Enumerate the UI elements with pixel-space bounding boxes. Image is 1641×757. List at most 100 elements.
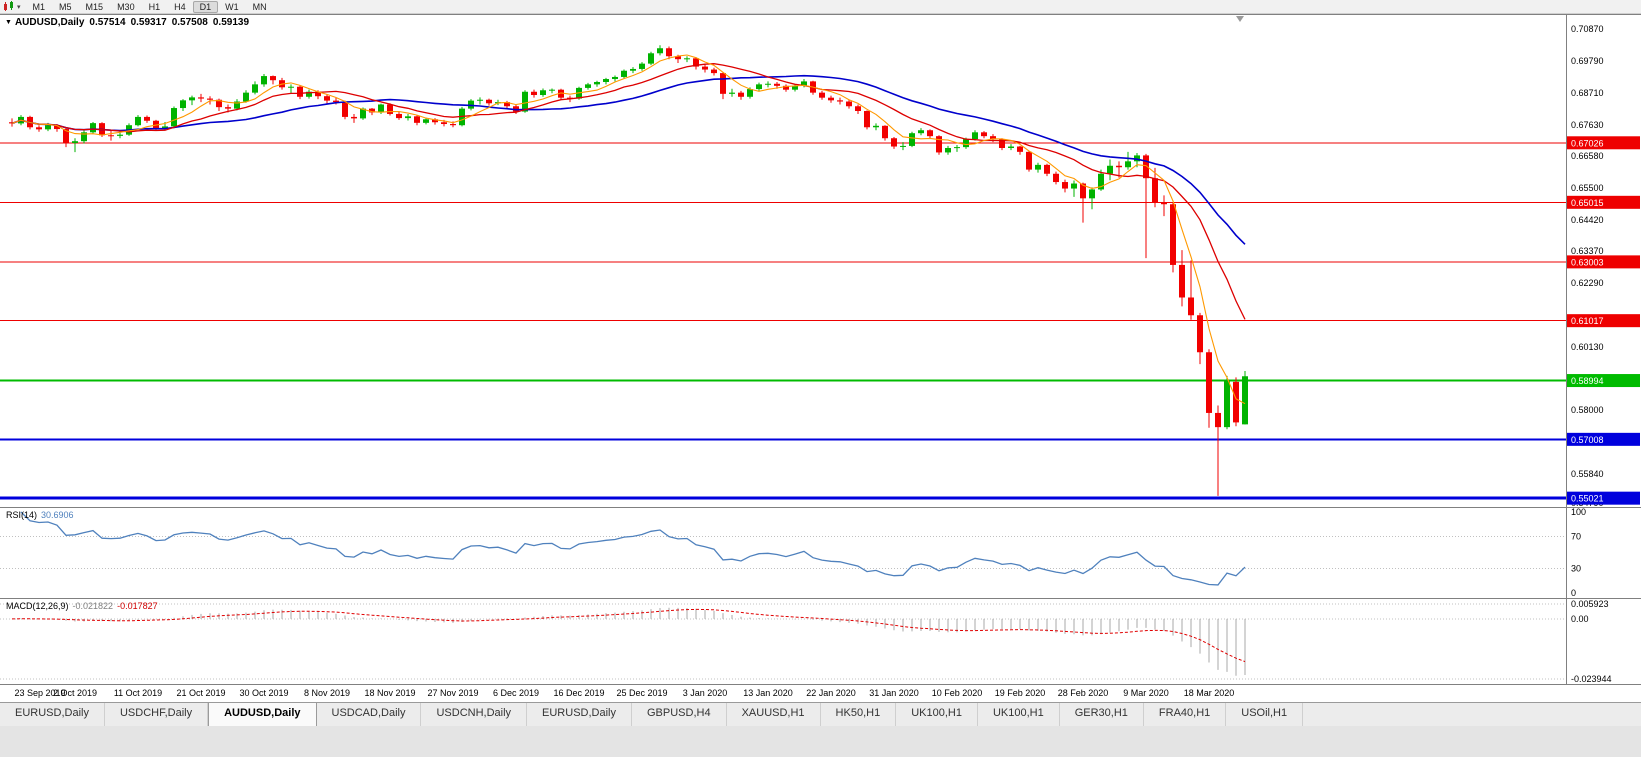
svg-text:0.63370: 0.63370 — [1571, 246, 1604, 256]
period-button-mn[interactable]: MN — [252, 1, 267, 12]
svg-text:0.70870: 0.70870 — [1571, 24, 1604, 34]
low-value: 0.57508 — [171, 17, 208, 28]
svg-text:10 Feb 2020: 10 Feb 2020 — [932, 688, 983, 698]
rsi-value: 30.6906 — [41, 510, 74, 520]
close-value: 0.59139 — [212, 17, 250, 28]
dropdown-arrow-icon[interactable]: ▾ — [17, 3, 21, 11]
svg-text:30 Oct 2019: 30 Oct 2019 — [239, 688, 288, 698]
svg-text:0.00: 0.00 — [1571, 614, 1589, 624]
tab-usdcad-daily-3[interactable]: USDCAD,Daily — [316, 703, 422, 726]
svg-text:18 Nov 2019: 18 Nov 2019 — [364, 688, 415, 698]
svg-text:22 Jan 2020: 22 Jan 2020 — [806, 688, 856, 698]
svg-text:19 Feb 2020: 19 Feb 2020 — [995, 688, 1046, 698]
svg-text:70: 70 — [1571, 531, 1581, 541]
tab-xauusd-h1-7[interactable]: XAUUSD,H1 — [726, 703, 821, 726]
macd-main-value: -0.021822 — [72, 601, 114, 611]
price-axis-background — [1567, 14, 1641, 702]
svg-text:0.63003: 0.63003 — [1571, 257, 1604, 267]
period-button-h1[interactable]: H1 — [148, 1, 161, 12]
tab-eurusd-daily-5[interactable]: EURUSD,Daily — [527, 703, 632, 726]
rsi-line — [20, 511, 1246, 586]
macd-title: MACD(12,26,9) — [6, 601, 69, 611]
svg-text:100: 100 — [1571, 507, 1586, 517]
period-buttons: M1 M5 M15 M30 H1 H4 D1 W1 MN — [26, 0, 274, 13]
hline-price-label-0.65015[interactable]: 0.65015 — [1567, 195, 1640, 209]
svg-text:23 Sep 2019: 23 Sep 2019 — [14, 688, 65, 698]
svg-text:11 Oct 2019: 11 Oct 2019 — [114, 688, 162, 698]
svg-text:28 Feb 2020: 28 Feb 2020 — [1058, 688, 1109, 698]
svg-text:0.61017: 0.61017 — [1571, 316, 1604, 326]
svg-text:0.55840: 0.55840 — [1571, 469, 1604, 479]
svg-text:0: 0 — [1571, 588, 1576, 598]
period-button-m5[interactable]: M5 — [59, 1, 72, 12]
chart-background — [0, 14, 1641, 702]
svg-text:0.65015: 0.65015 — [1571, 198, 1604, 208]
macd-pane: 0.005923 0.00 -0.023944 — [0, 599, 1612, 684]
svg-text:6 Dec 2019: 6 Dec 2019 — [493, 688, 539, 698]
tab-fra40-h1-12[interactable]: FRA40,H1 — [1143, 703, 1227, 726]
svg-text:3 Jan 2020: 3 Jan 2020 — [683, 688, 728, 698]
macd-signal-line — [11, 608, 1246, 663]
period-button-w1[interactable]: W1 — [225, 1, 239, 12]
chart-tabs-bar: EURUSD,Daily USDCHF,Daily AUDUSD,Daily USDC… — [0, 702, 1641, 726]
svg-text:0.55021: 0.55021 — [1571, 494, 1604, 504]
price-axis[interactable]: 0.70870 0.69790 0.68710 0.67630 0.66580 0.655… — [1571, 24, 1604, 508]
period-button-d1[interactable]: D1 — [192, 0, 219, 13]
chart-canvas[interactable]: 0.70870 0.69790 0.68710 0.67630 0.66580 0.655… — [0, 0, 1641, 702]
svg-text:9 Mar 2020: 9 Mar 2020 — [1123, 688, 1169, 698]
tab-hk50-h1-8[interactable]: HK50,H1 — [820, 703, 897, 726]
hline-price-label-0.63003[interactable]: 0.63003 — [1567, 255, 1640, 269]
candlestick-icon-glyph — [4, 1, 13, 11]
tab-gbpusd-h4-6[interactable]: GBPUSD,H4 — [632, 703, 727, 726]
period-button-m1[interactable]: M1 — [32, 1, 46, 12]
high-value: 0.59317 — [130, 17, 167, 28]
svg-text:0.67630: 0.67630 — [1571, 120, 1604, 130]
tab-usdchf-daily-1[interactable]: USDCHF,Daily — [104, 703, 209, 726]
chart-shift-marker[interactable] — [1236, 16, 1244, 22]
svg-text:25 Dec 2019: 25 Dec 2019 — [616, 688, 667, 698]
svg-text:0.60130: 0.60130 — [1571, 342, 1604, 352]
rsi-pane: 100 70 30 0 — [0, 507, 1586, 598]
macd-signal-value: -0.017827 — [117, 601, 158, 611]
ma-mid-line — [11, 63, 1246, 320]
chart-type-icon[interactable] — [3, 1, 15, 12]
svg-text:16 Dec 2019: 16 Dec 2019 — [553, 688, 604, 698]
ma-slow-line — [11, 74, 1246, 245]
svg-text:0.005923: 0.005923 — [1571, 599, 1609, 609]
svg-text:0.64420: 0.64420 — [1571, 215, 1604, 225]
svg-text:27 Nov 2019: 27 Nov 2019 — [427, 688, 478, 698]
chart-ohlc-header: ▼ AUDUSD,Daily 0.57514 0.59317 0.57508 0.5913… — [5, 17, 249, 28]
svg-text:31 Jan 2020: 31 Jan 2020 — [869, 688, 919, 698]
svg-text:0.57008: 0.57008 — [1571, 435, 1604, 445]
period-button-m30[interactable]: M30 — [117, 1, 135, 12]
tab-audusd-daily-2[interactable]: AUDUSD,Daily — [208, 703, 317, 726]
svg-text:21 Oct 2019: 21 Oct 2019 — [176, 688, 225, 698]
tab-usdcnh-daily-4[interactable]: USDCNH,Daily — [421, 703, 528, 726]
svg-text:13 Jan 2020: 13 Jan 2020 — [743, 688, 793, 698]
tab-uk100-h1-10[interactable]: UK100,H1 — [977, 703, 1060, 726]
tab-uk100-h1-9[interactable]: UK100,H1 — [896, 703, 978, 726]
tab-eurusd-daily-0[interactable]: EURUSD,Daily — [0, 703, 105, 726]
svg-text:0.62290: 0.62290 — [1571, 278, 1604, 288]
symbol-period-label: AUDUSD,Daily — [14, 17, 85, 28]
hline-price-label-0.58994[interactable]: 0.58994 — [1567, 374, 1640, 388]
svg-text:0.68710: 0.68710 — [1571, 88, 1604, 98]
tab-ger30-h1-11[interactable]: GER30,H1 — [1059, 703, 1144, 726]
timeframe-toolbar: ▾ M1 M5 M15 M30 H1 H4 D1 W1 MN — [0, 0, 1641, 14]
hline-price-label-0.61017[interactable]: 0.61017 — [1567, 314, 1640, 328]
svg-text:8 Nov 2019: 8 Nov 2019 — [304, 688, 350, 698]
tab-usoil-h1-13[interactable]: USOil,H1 — [1226, 703, 1304, 726]
hline-price-label-0.57008[interactable]: 0.57008 — [1567, 432, 1640, 446]
hline-price-label-0.67026[interactable]: 0.67026 — [1567, 136, 1640, 150]
period-button-m15[interactable]: M15 — [85, 1, 104, 12]
hline-price-label-0.55021[interactable]: 0.55021 — [1567, 491, 1640, 505]
open-value: 0.57514 — [89, 17, 126, 28]
macd-header: MACD(12,26,9) -0.021822 -0.017827 — [6, 601, 158, 611]
horizontal-lines-layer — [0, 142, 1566, 500]
svg-text:0.66580: 0.66580 — [1571, 151, 1604, 161]
period-button-h4[interactable]: H4 — [174, 1, 186, 12]
ma-fast-line — [11, 54, 1246, 405]
svg-text:18 Mar 2020: 18 Mar 2020 — [1184, 688, 1235, 698]
